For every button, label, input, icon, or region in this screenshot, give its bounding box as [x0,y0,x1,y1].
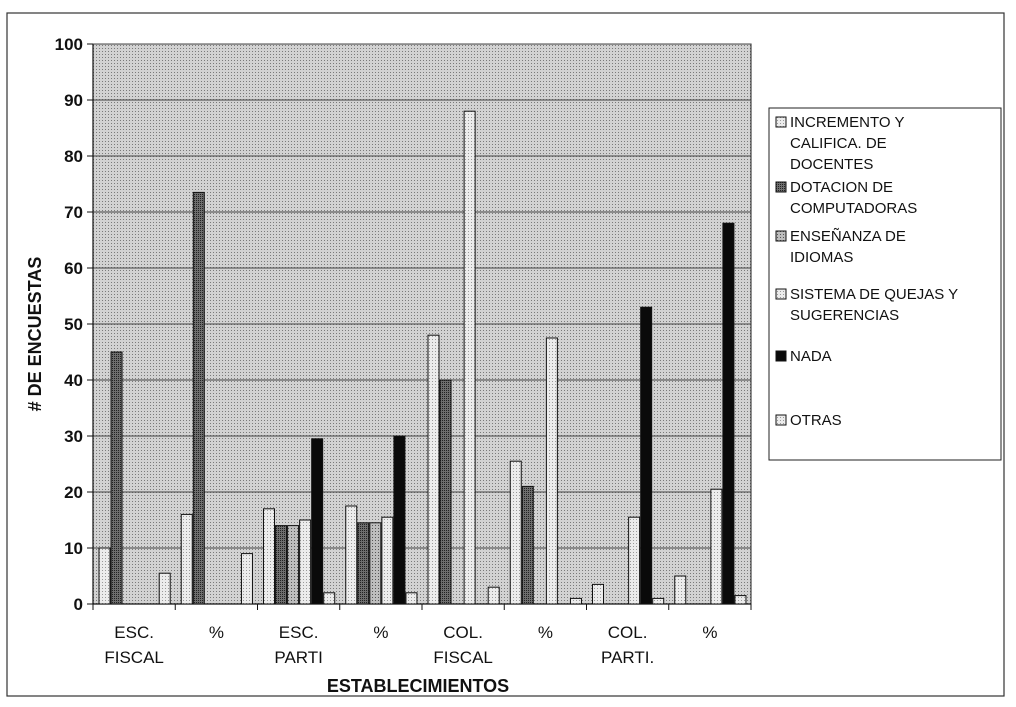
legend-label: IDIOMAS [790,249,853,266]
bar [311,438,324,605]
legend-swatch [775,350,787,362]
y-tick-label: 40 [64,371,83,390]
bar [357,522,370,605]
legend-label: DOCENTES [790,156,873,173]
bar [192,191,205,605]
y-tick-label: 20 [64,483,83,502]
x-tick-label: % [538,623,553,642]
y-tick-label: 50 [64,315,83,334]
bar [545,337,558,605]
bar [592,583,604,605]
legend-label: DOTACION DE [790,179,893,196]
bar [521,485,534,605]
bar [345,505,358,605]
y-tick-label: 10 [64,539,83,558]
y-axis-title: # DE ENCUESTAS [25,257,45,412]
x-tick-label: ESC. [279,623,319,642]
legend-label: COMPUTADORAS [790,200,917,217]
chart-border [6,12,1005,697]
x-tick-label: % [373,623,388,642]
legend: INCREMENTO Y CALIFICA. DE DOCENTES DOTACION… [775,114,958,429]
legend-label: CALIFICA. DE [790,135,887,152]
bar [463,110,476,605]
bar [323,592,336,605]
bar [722,222,735,605]
bar [439,379,452,605]
bar-chart: 0 10 20 30 40 50 60 70 80 90 100 ESC. FISCAL% ESC. PA… [6,12,1005,697]
legend-swatch [775,116,787,128]
x-tick-label: ESC. [114,623,154,642]
y-tick-label: 90 [64,91,83,110]
bar [263,508,275,605]
bar [652,597,665,605]
y-tick-label: 80 [64,147,83,166]
legend-label: ENSEÑANZA DE [790,228,906,245]
bar [569,597,582,605]
bar [734,595,747,605]
bar [640,306,653,605]
bar [509,460,522,605]
x-tick-label: % [209,623,224,642]
bar [287,525,300,605]
legend-label: INCREMENTO Y [790,114,904,131]
legend-swatch [775,181,787,193]
x-axis-ticks: ESC. FISCAL% ESC. PARTI% COL. FISCAL% COL. PART… [92,604,752,667]
bar [158,572,171,605]
x-tick-label: COL. [608,623,648,642]
bar [299,519,312,605]
legend-label: NADA [790,348,832,365]
x-tick-label: COL. [443,623,483,642]
legend-swatch [775,414,787,426]
y-tick-label: 100 [55,35,83,54]
bar [369,522,382,605]
bar [110,351,123,605]
bar [393,435,406,605]
x-tick-label: % [702,623,717,642]
bar [98,547,111,605]
x-tick-label: PARTI [274,648,323,667]
legend-label: OTRAS [790,412,842,429]
y-tick-label: 30 [64,427,83,446]
bars [98,110,747,605]
bar [405,592,418,605]
x-tick-label: FISCAL [433,648,493,667]
bar [628,516,641,605]
legend-swatch [775,230,787,242]
bar [381,516,394,605]
bar [240,553,253,605]
bar [710,488,723,605]
bar [275,525,288,605]
chart-frame: 0 10 20 30 40 50 60 70 80 90 100 ESC. FISCAL% ESC. PA… [6,12,1006,698]
legend-swatch [775,288,787,300]
legend-label: SISTEMA DE QUEJAS Y [790,286,958,303]
legend-label: SUGERENCIAS [790,307,899,324]
y-tick-label: 0 [74,595,83,614]
y-tick-label: 70 [64,203,83,222]
x-tick-label: PARTI. [601,648,654,667]
x-axis-title: ESTABLECIMIENTOS [327,676,509,696]
bar [674,575,687,605]
y-tick-label: 60 [64,259,83,278]
bar [487,586,500,605]
legend-box [768,107,1002,461]
x-tick-label: FISCAL [104,648,164,667]
bar [180,513,193,605]
bar [427,334,440,605]
